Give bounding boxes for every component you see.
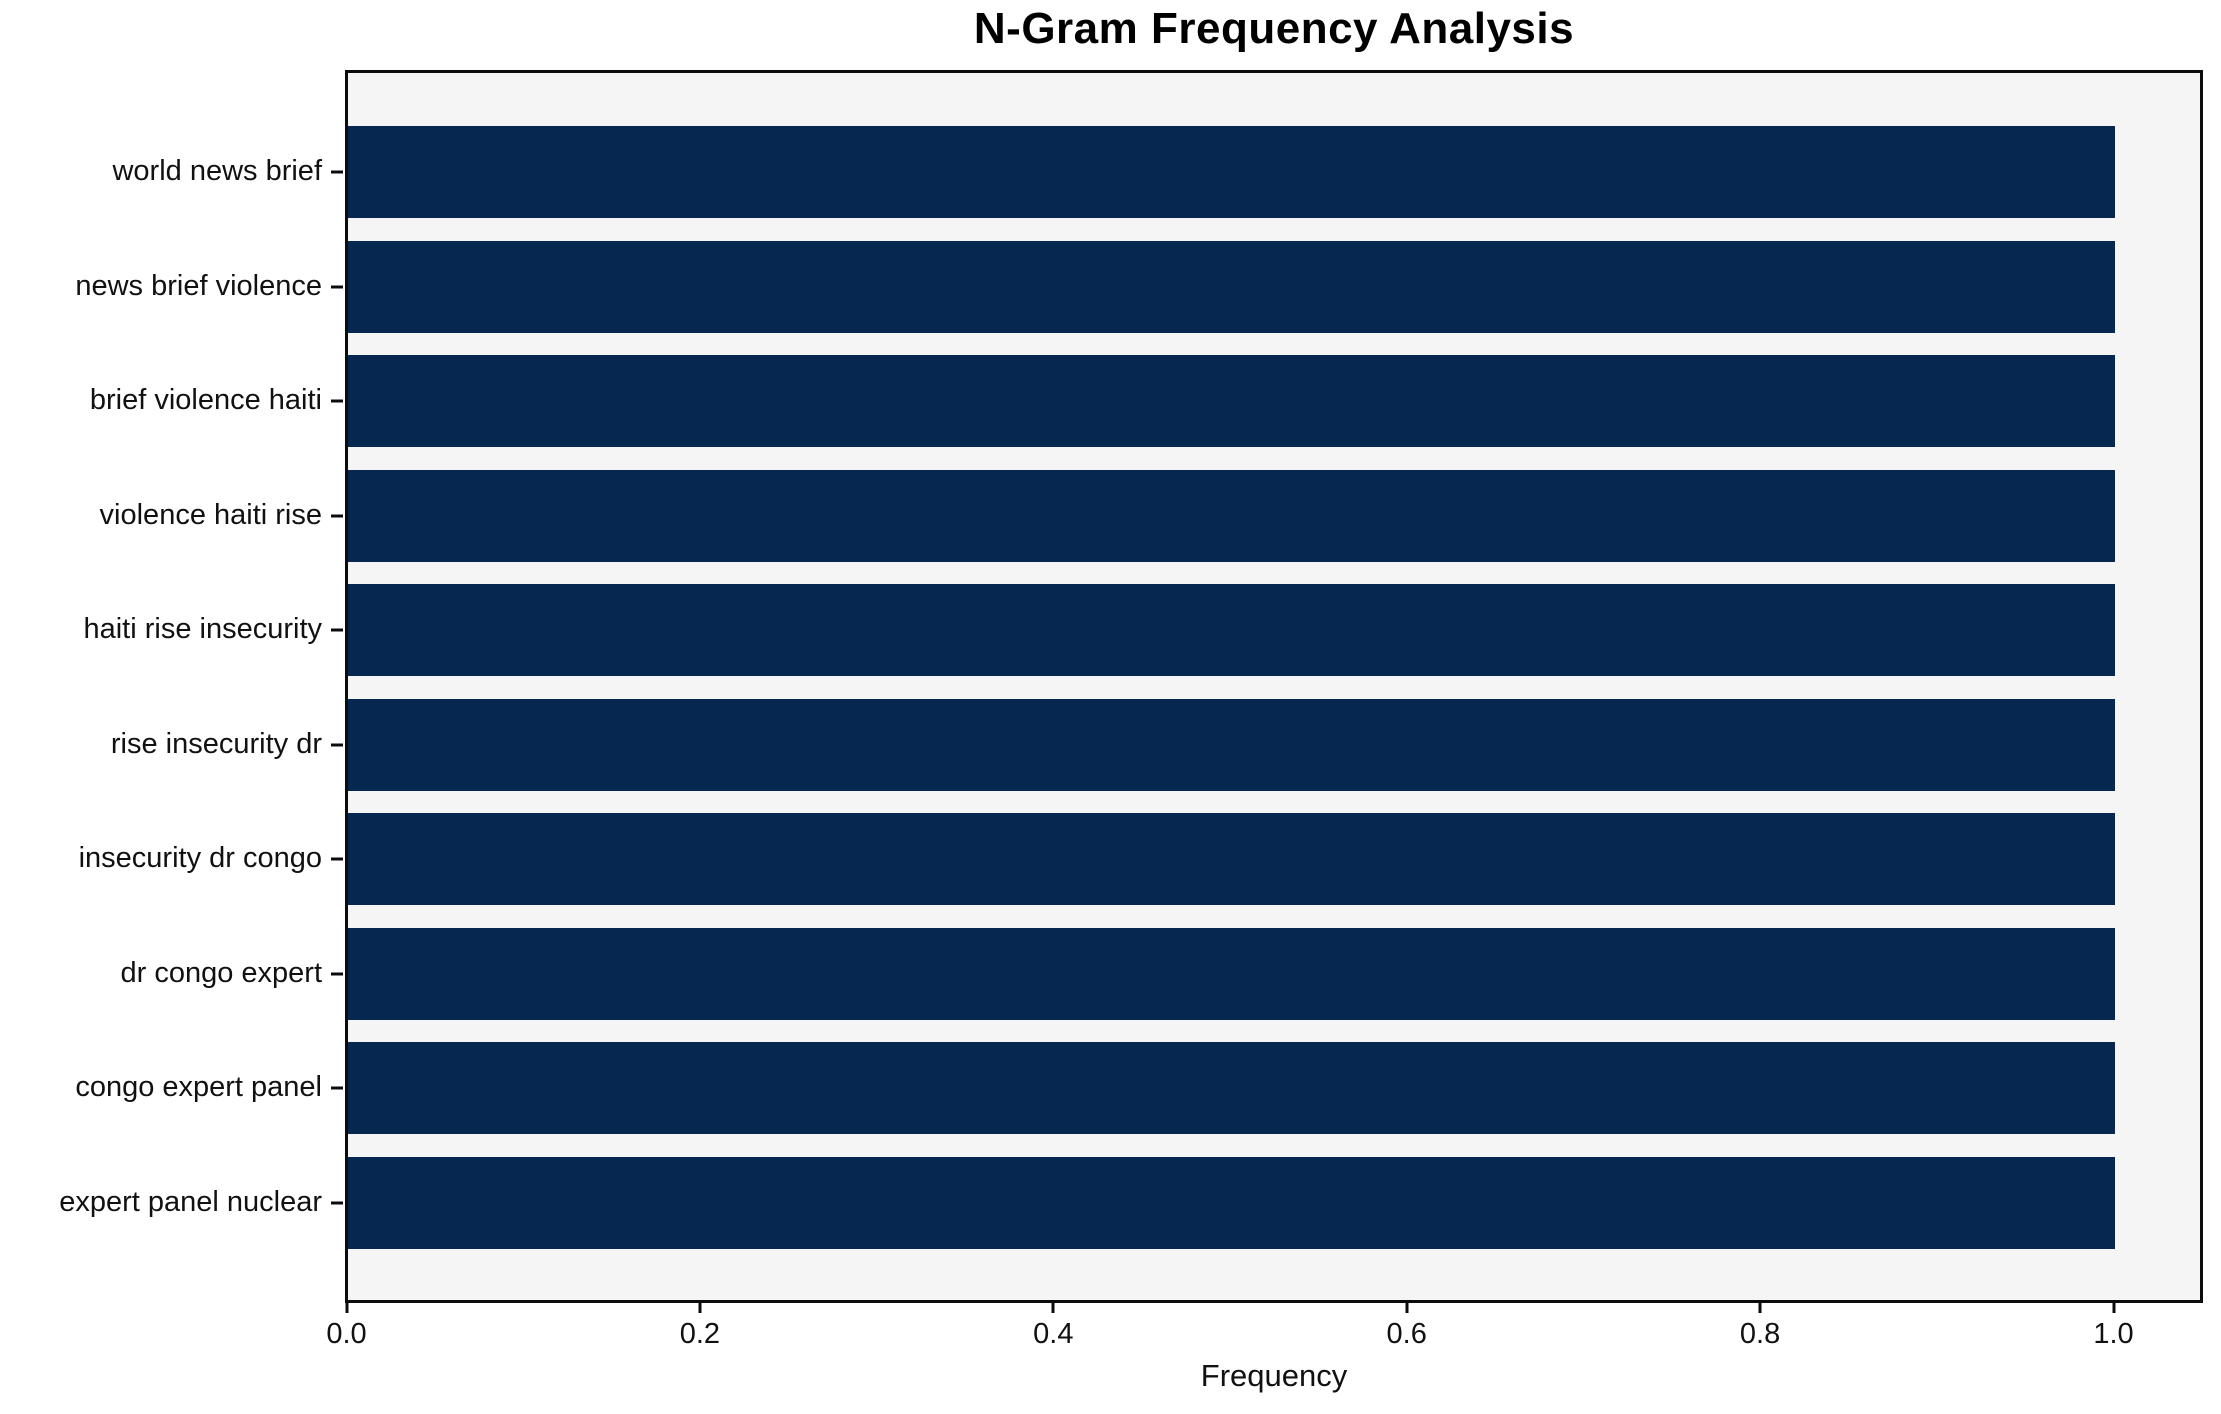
x-tick-mark bbox=[698, 1301, 702, 1313]
bar bbox=[348, 927, 2115, 1020]
bar bbox=[348, 1042, 2115, 1134]
x-tick-mark bbox=[1758, 1301, 1762, 1313]
x-tick-label: 0.0 bbox=[326, 1318, 367, 1350]
x-axis-label: Frequency bbox=[1200, 1358, 1348, 1393]
x-tick-mark bbox=[1051, 1301, 1055, 1313]
y-tick-label: expert panel nuclear bbox=[59, 1185, 322, 1218]
y-tick-label: congo expert panel bbox=[75, 1070, 322, 1103]
y-tick-label: haiti rise insecurity bbox=[83, 612, 322, 645]
x-tick-label: 1.0 bbox=[2093, 1318, 2134, 1350]
x-tick-mark bbox=[345, 1301, 348, 1313]
y-tick-label: world news brief bbox=[112, 154, 322, 187]
x-tick-label: 0.2 bbox=[679, 1318, 721, 1350]
chart-title: N-Gram Frequency Analysis bbox=[973, 4, 1575, 53]
y-tick-mark bbox=[331, 743, 343, 746]
x-tick-label: 0.6 bbox=[1386, 1318, 1427, 1350]
bar bbox=[348, 469, 2115, 562]
y-tick-label: news brief violence bbox=[75, 269, 322, 302]
x-tick-label: 0.4 bbox=[1033, 1318, 1074, 1350]
y-tick-label: brief violence haiti bbox=[89, 383, 322, 416]
y-tick-mark bbox=[331, 514, 343, 517]
bar bbox=[348, 698, 2115, 791]
plot-area bbox=[345, 70, 2203, 1303]
y-tick-mark bbox=[331, 285, 343, 288]
y-tick-mark bbox=[331, 628, 343, 632]
y-tick-mark bbox=[331, 1201, 343, 1204]
bar bbox=[348, 240, 2115, 333]
y-tick-mark bbox=[331, 972, 343, 975]
bar bbox=[348, 813, 2115, 905]
y-tick-mark bbox=[331, 399, 343, 403]
bar bbox=[348, 584, 2115, 676]
y-tick-label: rise insecurity dr bbox=[110, 727, 322, 760]
x-tick-mark bbox=[1405, 1301, 1409, 1313]
bar bbox=[348, 1156, 2115, 1249]
x-tick-mark bbox=[2112, 1301, 2115, 1313]
x-tick-label: 0.8 bbox=[1739, 1318, 1781, 1350]
y-tick-mark bbox=[331, 1086, 343, 1090]
y-tick-label: insecurity dr congo bbox=[78, 841, 322, 874]
y-tick-label: violence haiti rise bbox=[99, 498, 322, 531]
bar bbox=[348, 355, 2115, 447]
y-tick-mark bbox=[331, 170, 343, 174]
bar bbox=[348, 126, 2115, 218]
y-tick-mark bbox=[331, 857, 343, 861]
y-tick-label: dr congo expert bbox=[120, 956, 322, 989]
